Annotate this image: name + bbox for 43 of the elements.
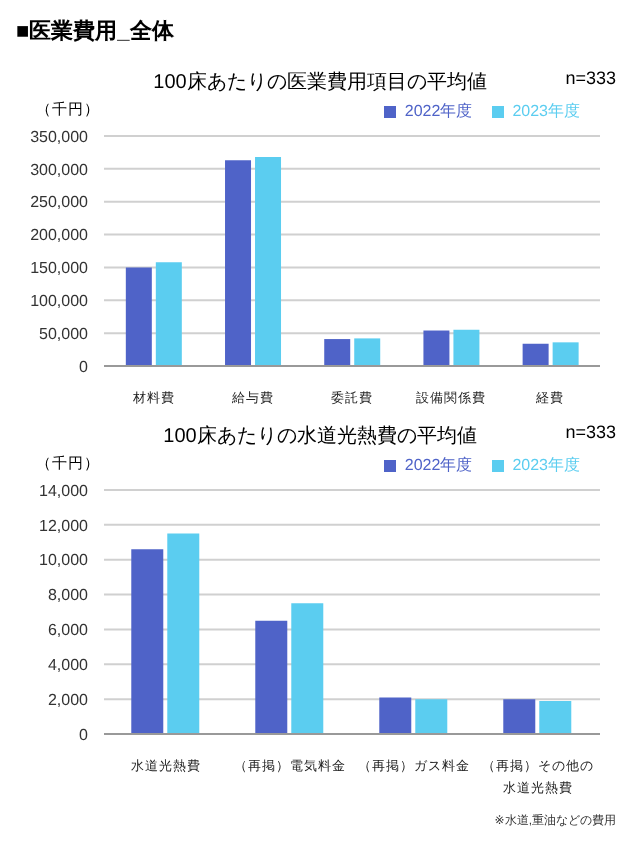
text: ■医業費用_全体 [16,17,174,46]
y-tick-label: 100,000 [30,291,90,310]
bar [453,329,480,366]
y-tick-label: 0 [79,725,90,744]
bar [324,339,351,366]
text: n=333 [565,68,616,88]
bar [255,157,282,366]
bar [522,343,549,366]
y-tick-label: 300,000 [30,160,90,179]
bar [379,697,412,734]
bar [552,342,579,366]
legend-label: 2022年度 [404,102,473,120]
bar [167,533,200,734]
bar [125,267,152,366]
legend-label: 2023年度 [512,102,580,120]
legend-label: 2022年度 [404,456,473,474]
bar [503,699,536,734]
bar [423,330,450,366]
y-tick-label: 6,000 [47,621,90,640]
y-tick-label: 12,000 [39,516,90,535]
bar [255,620,288,734]
y-tick-label: 10,000 [39,551,90,570]
bar [291,603,324,734]
bar [131,549,164,734]
bar [155,262,182,366]
y-tick-label: 14,000 [39,481,90,500]
y-tick-label: 200,000 [30,226,90,245]
bar [415,699,448,734]
text: n=333 [565,422,616,442]
y-tick-label: 250,000 [30,193,90,212]
y-tick-label: 4,000 [47,655,90,674]
y-tick-label: 350,000 [30,127,90,146]
bar [539,700,572,734]
y-tick-label: 50,000 [39,324,90,343]
chart-title: 100床あたりの医業費用項目の平均値 [153,72,487,94]
legend-label: 2023年度 [512,456,580,474]
bar [354,338,381,366]
chart-title: 100床あたりの水道光熱費の平均値 [163,426,477,448]
y-tick-label: 0 [79,357,90,376]
y-tick-label: 8,000 [47,586,90,605]
y-tick-label: 2,000 [47,690,90,709]
y-tick-label: 150,000 [30,259,90,278]
bar [225,160,252,366]
